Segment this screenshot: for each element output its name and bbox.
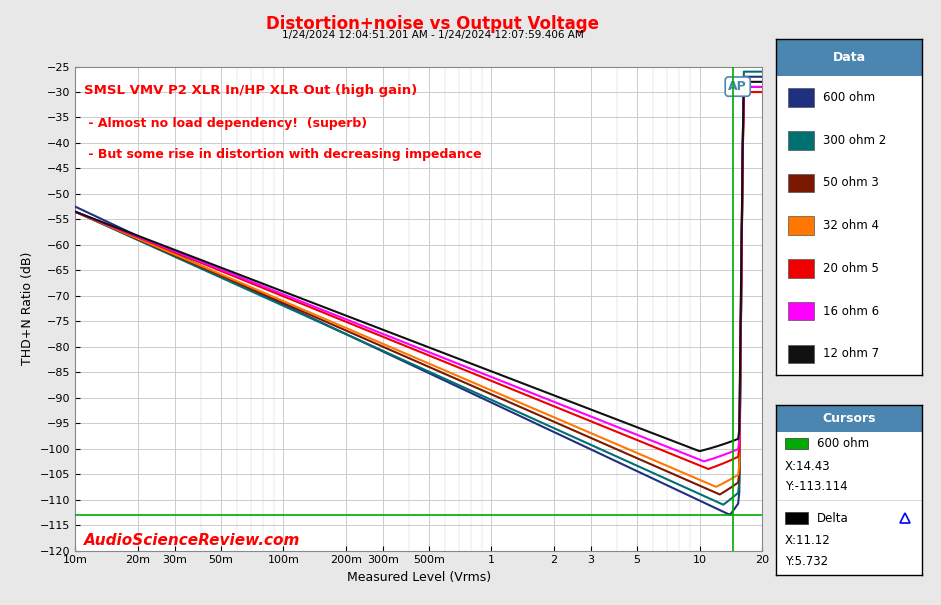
Bar <box>788 174 814 192</box>
Bar <box>785 512 808 524</box>
Text: 50 ohm 3: 50 ohm 3 <box>823 177 879 189</box>
Text: Data: Data <box>833 51 866 64</box>
Text: - But some rise in distortion with decreasing impedance: - But some rise in distortion with decre… <box>84 148 482 161</box>
Text: X:11.12: X:11.12 <box>785 534 831 548</box>
X-axis label: Measured Level (Vrms): Measured Level (Vrms) <box>346 571 491 584</box>
Text: 16 ohm 6: 16 ohm 6 <box>823 304 879 318</box>
Text: Y:5.732: Y:5.732 <box>785 555 828 567</box>
Bar <box>785 437 808 450</box>
Bar <box>788 344 814 363</box>
Text: 1/24/2024 12:04:51.201 AM - 1/24/2024 12:07:59.406 AM: 1/24/2024 12:04:51.201 AM - 1/24/2024 12… <box>282 30 583 41</box>
Bar <box>788 302 814 320</box>
Text: 12 ohm 7: 12 ohm 7 <box>823 347 879 360</box>
Bar <box>788 131 814 149</box>
Text: 32 ohm 4: 32 ohm 4 <box>823 219 879 232</box>
Bar <box>788 217 814 235</box>
Text: - Almost no load dependency!  (superb): - Almost no load dependency! (superb) <box>84 117 367 131</box>
Text: SMSL VMV P2 XLR In/HP XLR Out (high gain): SMSL VMV P2 XLR In/HP XLR Out (high gain… <box>84 84 417 97</box>
Text: Y:-113.114: Y:-113.114 <box>785 480 848 493</box>
Bar <box>788 259 814 278</box>
Text: Delta: Delta <box>817 511 849 525</box>
Text: AudioScienceReview.com: AudioScienceReview.com <box>84 533 300 548</box>
Text: Distortion+noise vs Output Voltage: Distortion+noise vs Output Voltage <box>266 15 599 33</box>
Bar <box>776 405 922 433</box>
Bar <box>776 39 922 76</box>
Text: 600 ohm: 600 ohm <box>817 437 869 450</box>
Text: AP: AP <box>728 80 747 93</box>
Text: X:14.43: X:14.43 <box>785 460 831 473</box>
Text: 20 ohm 5: 20 ohm 5 <box>823 262 879 275</box>
Bar <box>788 88 814 107</box>
Y-axis label: THD+N Ratio (dB): THD+N Ratio (dB) <box>22 252 35 365</box>
Text: 300 ohm 2: 300 ohm 2 <box>823 134 886 147</box>
Text: 600 ohm: 600 ohm <box>823 91 875 104</box>
Text: Cursors: Cursors <box>822 413 876 425</box>
